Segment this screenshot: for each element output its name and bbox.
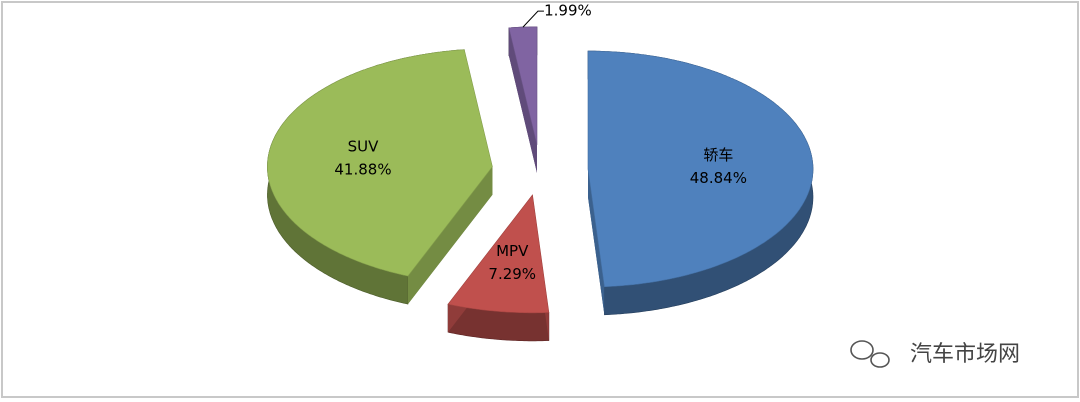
slice-side — [407, 166, 493, 305]
watermark: 汽车市场网 — [910, 342, 1020, 367]
value-label: 1.99% — [544, 2, 592, 20]
watermark-icon — [850, 340, 890, 368]
value-label: 48.84% — [690, 169, 747, 187]
slice-top — [447, 194, 550, 314]
leader-line — [522, 10, 544, 28]
value-label: 41.88% — [334, 160, 391, 178]
slice-side — [588, 169, 605, 315]
category-label: 轿车 — [703, 146, 733, 164]
category-label: MPV — [496, 242, 529, 260]
slice-side — [508, 27, 537, 173]
slice-top — [267, 49, 493, 277]
pie — [267, 26, 814, 342]
category-label: SUV — [348, 137, 380, 155]
value-label: 7.29% — [488, 265, 536, 283]
slice-top — [587, 50, 814, 288]
